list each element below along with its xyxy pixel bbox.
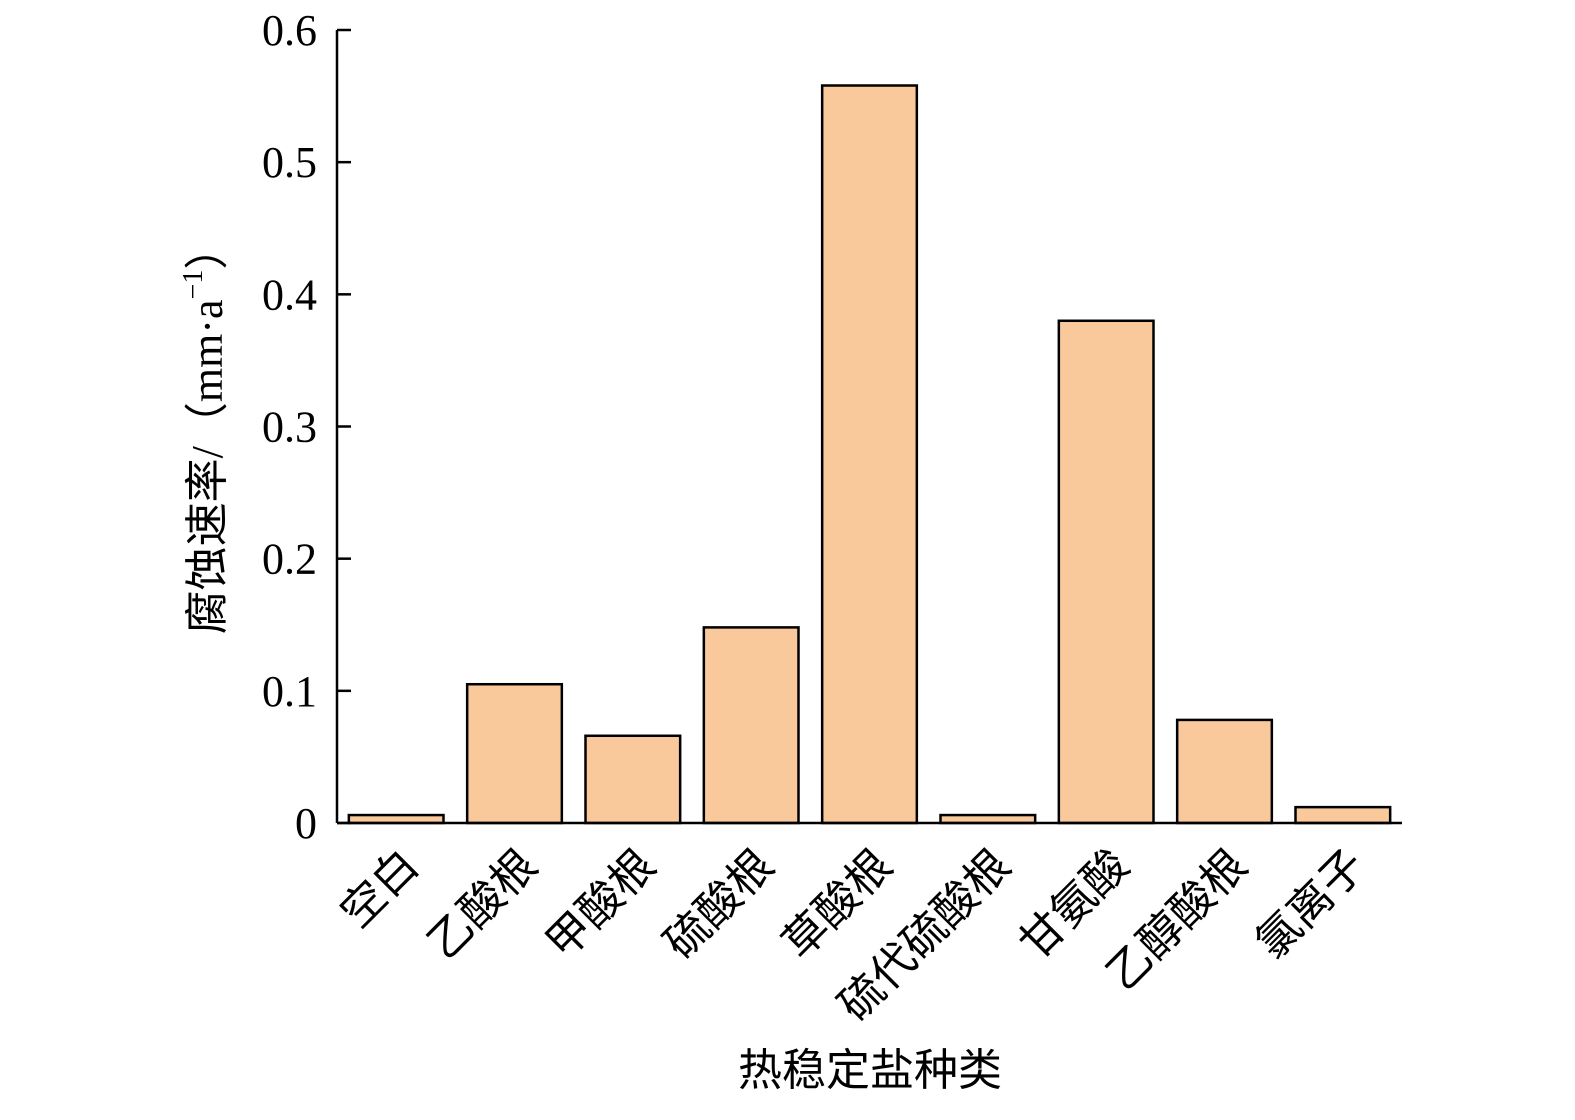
x-tick-label: 乙酸根	[419, 840, 547, 968]
y-tick-label: 0.2	[262, 535, 317, 584]
y-tick-label: 0.1	[262, 667, 317, 716]
x-tick-label: 氯离子	[1247, 840, 1375, 968]
bar	[1294, 805, 1392, 825]
y-axis-title-sup: −1	[178, 270, 209, 300]
x-axis-title: 热稳定盐种类	[738, 1046, 1002, 1095]
bar	[1175, 718, 1274, 825]
bar	[820, 84, 919, 825]
y-tick-label: 0.4	[262, 270, 317, 319]
y-tick-label: 0.6	[262, 6, 317, 55]
x-tick-label: 空白	[331, 840, 428, 937]
y-tick-label: 0.5	[262, 138, 317, 187]
bar	[465, 682, 564, 825]
x-tick-label: 硫酸根	[655, 840, 783, 968]
y-axis-title-end: ）	[183, 226, 232, 270]
y-tick-label: 0.3	[262, 403, 317, 452]
y-axis-title: 腐蚀速率/（mm·a−1）	[178, 226, 232, 635]
bar	[1057, 319, 1155, 825]
bar	[702, 626, 800, 825]
x-tick-label: 甲酸根	[537, 840, 665, 968]
y-axis-title-main: 腐蚀速率/（mm·a	[183, 299, 232, 634]
bar	[584, 734, 682, 825]
y-tick-label: 0	[295, 799, 317, 848]
